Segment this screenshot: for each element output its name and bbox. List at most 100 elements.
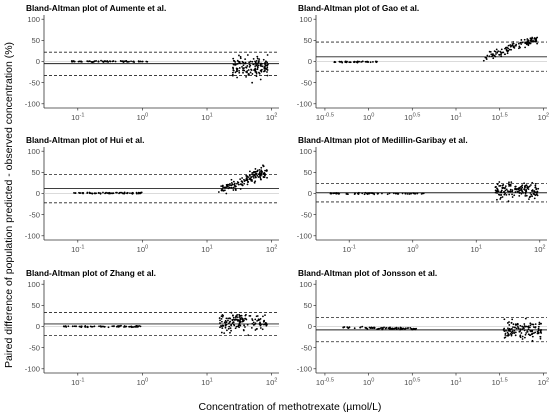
x-tick-label: 100 — [407, 245, 419, 255]
data-point — [488, 50, 491, 53]
x-tick-label: 101 — [201, 113, 213, 123]
data-point — [243, 180, 246, 182]
data-point — [361, 192, 364, 195]
data-point — [501, 186, 504, 189]
data-point — [518, 189, 521, 192]
panel-title: Bland-Altman plot of Hui et al. — [26, 135, 144, 145]
data-point — [404, 192, 407, 195]
data-point — [259, 327, 262, 329]
data-point — [137, 192, 140, 195]
data-point — [367, 192, 370, 195]
data-point — [498, 54, 501, 56]
data-point — [252, 321, 255, 324]
data-point — [260, 323, 263, 326]
data-point — [224, 322, 227, 325]
data-point — [531, 333, 534, 335]
data-point — [242, 67, 245, 70]
data-point — [514, 324, 517, 326]
data-point — [416, 192, 419, 195]
data-point — [527, 328, 530, 331]
data-point — [228, 317, 231, 320]
data-point — [266, 69, 269, 71]
data-point — [529, 322, 532, 325]
data-point — [363, 193, 366, 196]
data-point — [511, 193, 513, 196]
data-point — [361, 60, 364, 63]
data-point — [504, 336, 507, 339]
data-point — [239, 317, 242, 320]
data-point — [264, 322, 267, 324]
x-axis-label: Concentration of methotrexate (µmol/L) — [199, 401, 382, 413]
data-point — [254, 180, 257, 183]
data-point — [252, 324, 255, 326]
data-point — [512, 42, 515, 45]
data-point — [254, 173, 257, 175]
panel: Bland-Altman plot of Medillin-Garibay et… — [297, 135, 547, 254]
data-point — [266, 66, 269, 69]
data-point — [229, 183, 231, 185]
data-point — [256, 57, 259, 60]
data-point — [238, 320, 241, 323]
data-point — [232, 186, 235, 189]
data-point — [247, 334, 250, 337]
data-point — [102, 61, 105, 63]
data-point — [255, 173, 258, 175]
data-point — [139, 60, 142, 63]
data-point — [497, 190, 500, 193]
data-point — [255, 75, 258, 78]
data-point — [357, 60, 359, 63]
data-point — [243, 182, 246, 185]
data-point — [244, 62, 246, 65]
data-point — [510, 48, 513, 51]
y-tick-label: 100 — [27, 147, 40, 156]
data-point — [505, 188, 508, 191]
data-point — [505, 329, 507, 332]
data-point — [232, 59, 235, 62]
data-point — [521, 328, 524, 330]
data-point — [344, 61, 347, 63]
data-point — [238, 54, 240, 57]
data-point — [406, 192, 409, 195]
data-point — [517, 42, 520, 45]
data-point — [245, 177, 248, 180]
data-point — [266, 169, 268, 172]
y-tick-label: 50 — [32, 301, 40, 310]
data-point — [242, 329, 245, 332]
data-point — [526, 330, 529, 333]
data-point — [95, 60, 97, 62]
data-point — [397, 193, 399, 195]
data-point — [251, 180, 254, 182]
data-point — [63, 325, 66, 328]
data-point — [525, 332, 528, 334]
data-point — [223, 321, 226, 324]
data-point — [512, 46, 515, 49]
y-tick-label: 0 — [36, 57, 40, 66]
data-point — [259, 317, 262, 320]
data-point — [232, 180, 235, 183]
data-point — [141, 60, 143, 63]
data-point — [391, 327, 394, 330]
data-point — [252, 175, 254, 178]
data-point — [502, 328, 505, 331]
points-group — [329, 181, 540, 203]
data-point — [494, 191, 497, 194]
y-axis-label: Paired difference of population predicte… — [3, 42, 15, 368]
data-point — [78, 60, 81, 63]
data-point — [346, 326, 349, 328]
y-tick-label: 50 — [304, 36, 312, 45]
data-point — [258, 71, 260, 74]
data-point — [126, 61, 129, 63]
data-point — [131, 326, 134, 328]
data-point — [504, 185, 507, 188]
data-point — [78, 325, 81, 328]
data-point — [89, 192, 92, 195]
data-point — [523, 329, 526, 332]
data-point — [523, 182, 526, 185]
data-point — [145, 60, 148, 63]
data-point — [509, 188, 512, 191]
data-point — [507, 49, 510, 52]
x-tick-label: 101.5 — [492, 378, 508, 388]
data-point — [255, 176, 257, 179]
panel-title: Bland-Altman plot of Gao et al. — [298, 3, 419, 13]
y-tick-label: -100 — [297, 364, 312, 373]
